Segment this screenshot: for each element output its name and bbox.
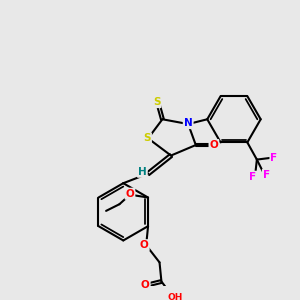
Text: O: O	[140, 240, 148, 250]
Text: OH: OH	[167, 293, 182, 300]
Text: F: F	[271, 153, 278, 163]
Text: O: O	[210, 140, 218, 150]
Text: S: S	[143, 134, 151, 143]
Text: O: O	[141, 280, 150, 290]
Text: H: H	[138, 167, 147, 177]
Text: N: N	[184, 118, 193, 128]
Text: F: F	[263, 170, 270, 180]
Text: F: F	[250, 172, 256, 182]
Text: S: S	[153, 97, 160, 107]
Text: O: O	[126, 189, 134, 199]
